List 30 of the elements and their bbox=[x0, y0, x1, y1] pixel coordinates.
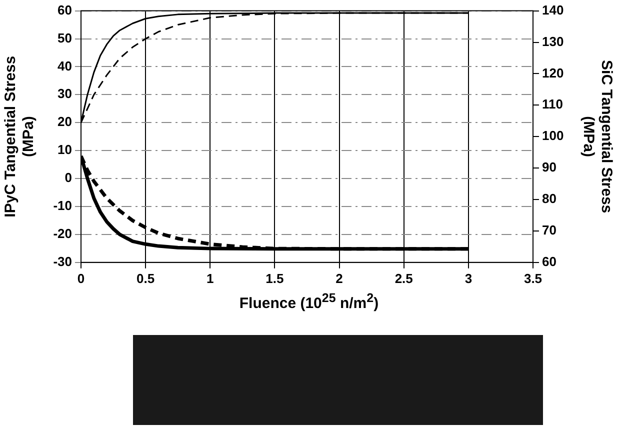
x-tick-label: 1 bbox=[206, 270, 214, 286]
y-tick-label: 60 bbox=[58, 2, 72, 18]
y-tick-label: 20 bbox=[58, 114, 72, 130]
y2-tick-label: 90 bbox=[542, 160, 556, 175]
y-tick-label: -20 bbox=[53, 226, 72, 242]
x-axis-title: Fluence (10$^{25}$ n/m$^{2}$) bbox=[238, 291, 380, 312]
y2-tick-label: 120 bbox=[542, 65, 564, 80]
y2-tick-label: 70 bbox=[542, 222, 556, 238]
x-tick-label: 0.5 bbox=[136, 270, 155, 286]
y-tick-label: 40 bbox=[58, 58, 72, 74]
x-tick-label: 2 bbox=[336, 270, 343, 286]
x-tick-label: 1.5 bbox=[266, 270, 284, 286]
y-tick-label: -10 bbox=[53, 198, 72, 214]
y2-tick-label: 140 bbox=[542, 2, 564, 18]
x-tick-label: 3.5 bbox=[524, 270, 542, 286]
y2-axis-title: SiC Tangential Stress (MPa) bbox=[580, 60, 615, 214]
y2-tick-label: 110 bbox=[542, 96, 563, 112]
x-tick-label: 3 bbox=[464, 270, 472, 286]
y-tick-label: 10 bbox=[58, 142, 72, 158]
x-tick-label: 0 bbox=[77, 270, 85, 286]
y-axis-title: IPyC Tangential Stress (MPa) bbox=[2, 56, 38, 218]
x-tick-label: 2.5 bbox=[394, 270, 413, 286]
y-tick-label: 50 bbox=[58, 30, 72, 46]
y-tick-label: -30 bbox=[53, 254, 72, 269]
y2-tick-label: 60 bbox=[542, 254, 556, 269]
y2-tick-label: 130 bbox=[542, 34, 564, 49]
y2-tick-label: 100 bbox=[542, 128, 564, 144]
y2-tick-label: 80 bbox=[542, 191, 556, 206]
y-tick-label: 30 bbox=[58, 86, 72, 102]
y-tick-label: 0 bbox=[64, 170, 72, 186]
